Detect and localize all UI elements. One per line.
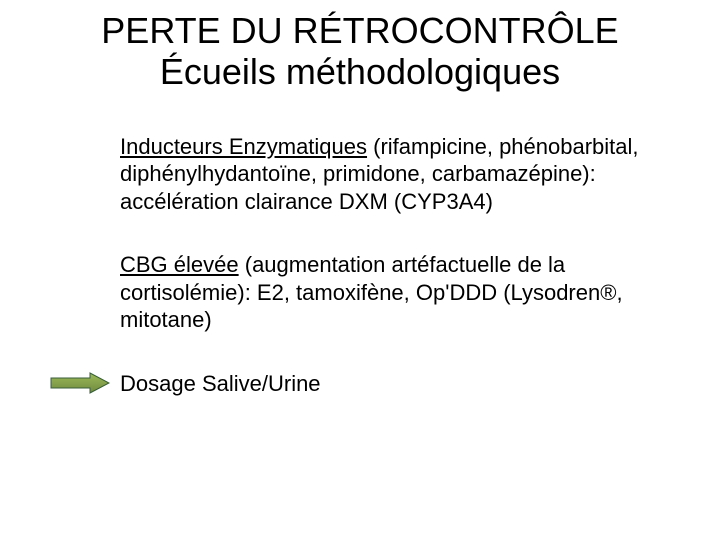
title-line-1: PERTE DU RÉTROCONTRÔLE: [60, 10, 660, 51]
para1-line2: accélération clairance DXM (CYP3A4): [120, 189, 493, 214]
slide-title: PERTE DU RÉTROCONTRÔLE Écueils méthodolo…: [60, 10, 660, 93]
paragraph-dosage: Dosage Salive/Urine: [120, 370, 650, 398]
paragraph-cbg: CBG élevée (augmentation artéfactuelle d…: [120, 251, 650, 334]
para3-text: Dosage Salive/Urine: [120, 371, 321, 396]
right-arrow-icon: [50, 372, 110, 401]
underlined-lead-2: CBG élevée: [120, 252, 239, 277]
slide-body: Inducteurs Enzymatiques (rifampicine, ph…: [120, 133, 650, 398]
registered-symbol: ®: [600, 280, 616, 305]
title-line-2: Écueils méthodologiques: [60, 51, 660, 92]
slide: { "title": { "line1": "PERTE DU RÉTROCON…: [0, 10, 720, 550]
underlined-lead-1: Inducteurs Enzymatiques: [120, 134, 367, 159]
paragraph-inducteurs: Inducteurs Enzymatiques (rifampicine, ph…: [120, 133, 650, 216]
